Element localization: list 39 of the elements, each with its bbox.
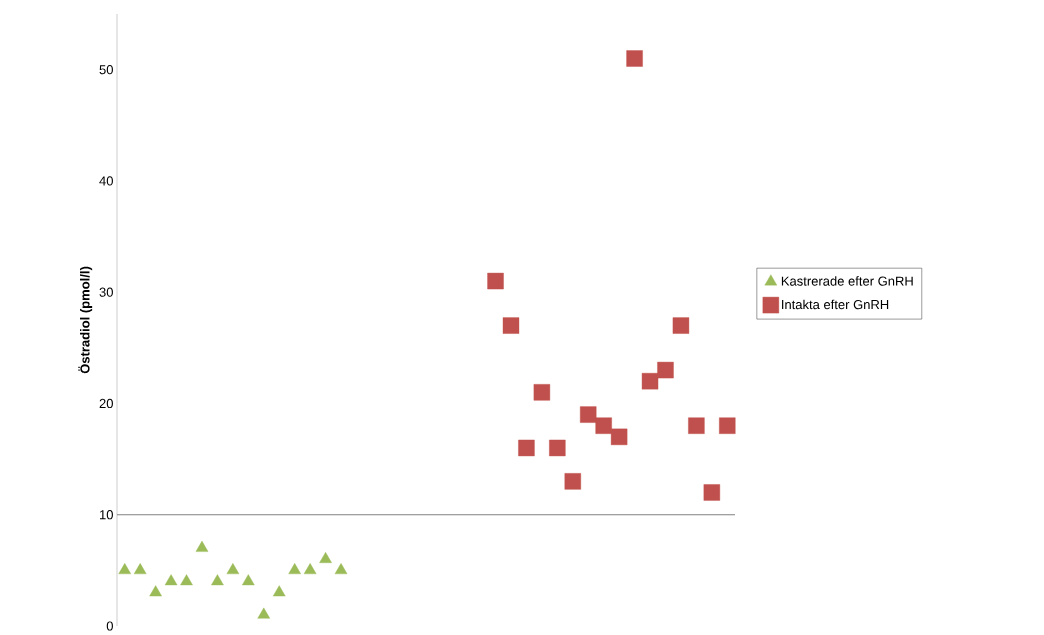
point [164,574,178,586]
y-tick-label: 30 [99,287,113,297]
point [657,361,674,379]
point [688,417,705,434]
point [226,563,240,575]
point [502,317,520,334]
point [195,540,209,552]
point [257,607,271,619]
y-tick-label: 40 [99,176,113,186]
point [610,428,628,446]
point [334,563,348,575]
point [580,406,597,423]
point [118,563,131,575]
legend-label: Intakta efter GnRH [782,299,889,310]
y-tick-label: 0 [106,621,113,631]
y-tick-label: 50 [99,65,113,75]
point [595,417,612,434]
point [288,563,301,575]
point [303,563,317,575]
point [319,552,332,563]
y-axis-title: Östradiol (pmol/l) [78,266,93,374]
point [641,373,659,390]
point [564,473,581,490]
point [133,563,147,575]
point [149,585,162,597]
point [703,484,721,501]
point [672,317,690,334]
point [518,439,535,457]
point [211,574,224,586]
point [272,585,286,597]
point [549,439,566,457]
y-tick-label: 20 [99,398,113,409]
point [533,384,551,401]
point [719,417,736,434]
point [180,574,193,586]
y-tick-label: 10 [100,510,113,520]
point [487,272,504,290]
legend-label: Kastrerade efter GnRH [781,276,913,286]
point [242,574,255,586]
